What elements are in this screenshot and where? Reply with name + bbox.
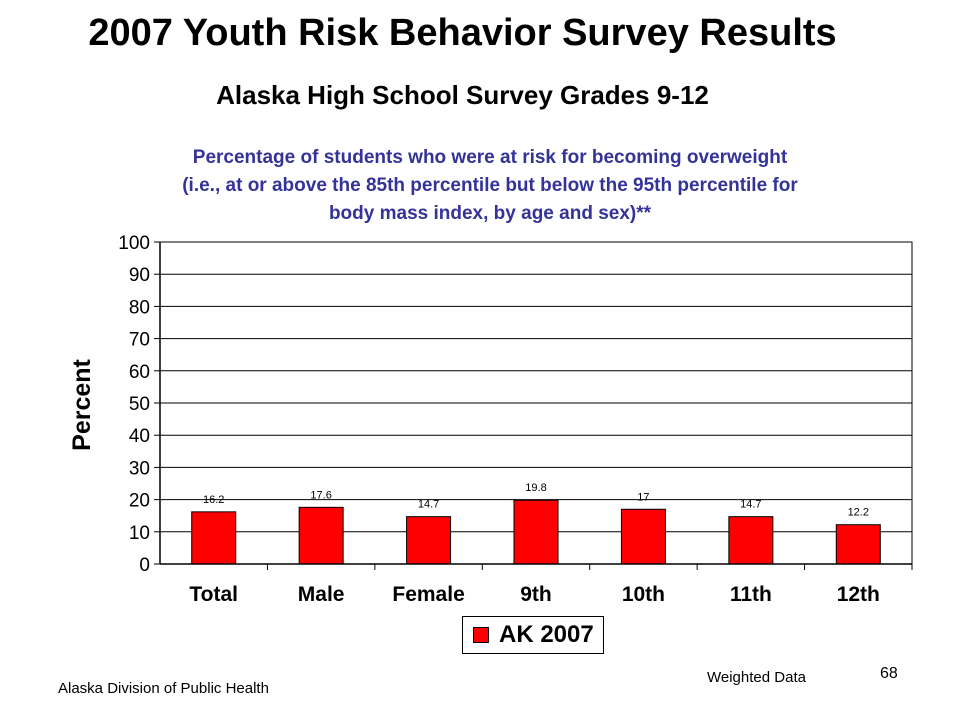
x-tick-label: 9th (520, 583, 552, 606)
y-tick-label: 80 (129, 297, 150, 318)
x-tick-label: 10th (622, 583, 665, 606)
y-tick-label: 60 (129, 362, 150, 383)
y-tick-label: 100 (118, 233, 150, 254)
data-label: 17.6 (310, 489, 331, 501)
y-tick-label: 90 (129, 265, 150, 286)
chart-title-line: Percentage of students who were at risk … (192, 147, 788, 168)
y-tick-label: 10 (129, 523, 150, 544)
data-label: 16.2 (203, 494, 224, 506)
labels: 0 10 20 30 40 50 60 70 80 90 100 16.2 Total 17.6 Male 1… (118, 233, 880, 606)
y-tick-label: 30 (129, 458, 150, 479)
bar (835, 524, 881, 565)
y-tick-label: 20 (129, 491, 150, 512)
y-tick-label: 70 (129, 330, 150, 351)
source-note: Alaska Division of Public Health (58, 680, 269, 697)
data-label: 14.7 (740, 499, 761, 511)
legend-swatch (473, 627, 489, 643)
chart-title-line: body mass index, by age and sex)** (328, 203, 652, 224)
y-axis-title: Percent (68, 358, 96, 450)
bar (191, 511, 237, 565)
y-tick-label: 50 (129, 394, 150, 415)
chart-title-line: (i.e., at or above the 85th percentile b… (182, 175, 798, 196)
bar (728, 516, 774, 565)
legend: AK 2007 (462, 616, 604, 654)
legend-label: AK 2007 (499, 621, 594, 648)
bar (406, 516, 452, 565)
data-label: 19.8 (525, 482, 546, 494)
chart-title: Percentage of students who were at risk … (80, 144, 900, 228)
page-number: 68 (880, 665, 898, 682)
bar (620, 508, 666, 565)
y-tick-label: 40 (129, 426, 150, 447)
x-tick-label: 12th (837, 583, 880, 606)
bar (298, 506, 344, 565)
x-tick-label: Total (189, 583, 238, 606)
bars (191, 499, 881, 565)
x-tick-label: Male (298, 583, 345, 606)
weighted-data-note: Weighted Data (707, 669, 806, 686)
data-label: 12.2 (848, 507, 869, 519)
axes (154, 241, 913, 570)
data-label: 17 (637, 491, 649, 503)
slide-subtitle: Alaska High School Survey Grades 9-12 (216, 80, 709, 110)
slide-title: 2007 Youth Risk Behavior Survey Results (88, 12, 837, 54)
data-label: 14.7 (418, 499, 439, 511)
y-tick-label: 0 (139, 555, 150, 576)
bar (513, 499, 559, 565)
x-tick-label: 11th (730, 583, 772, 606)
x-tick-label: Female (392, 583, 464, 606)
